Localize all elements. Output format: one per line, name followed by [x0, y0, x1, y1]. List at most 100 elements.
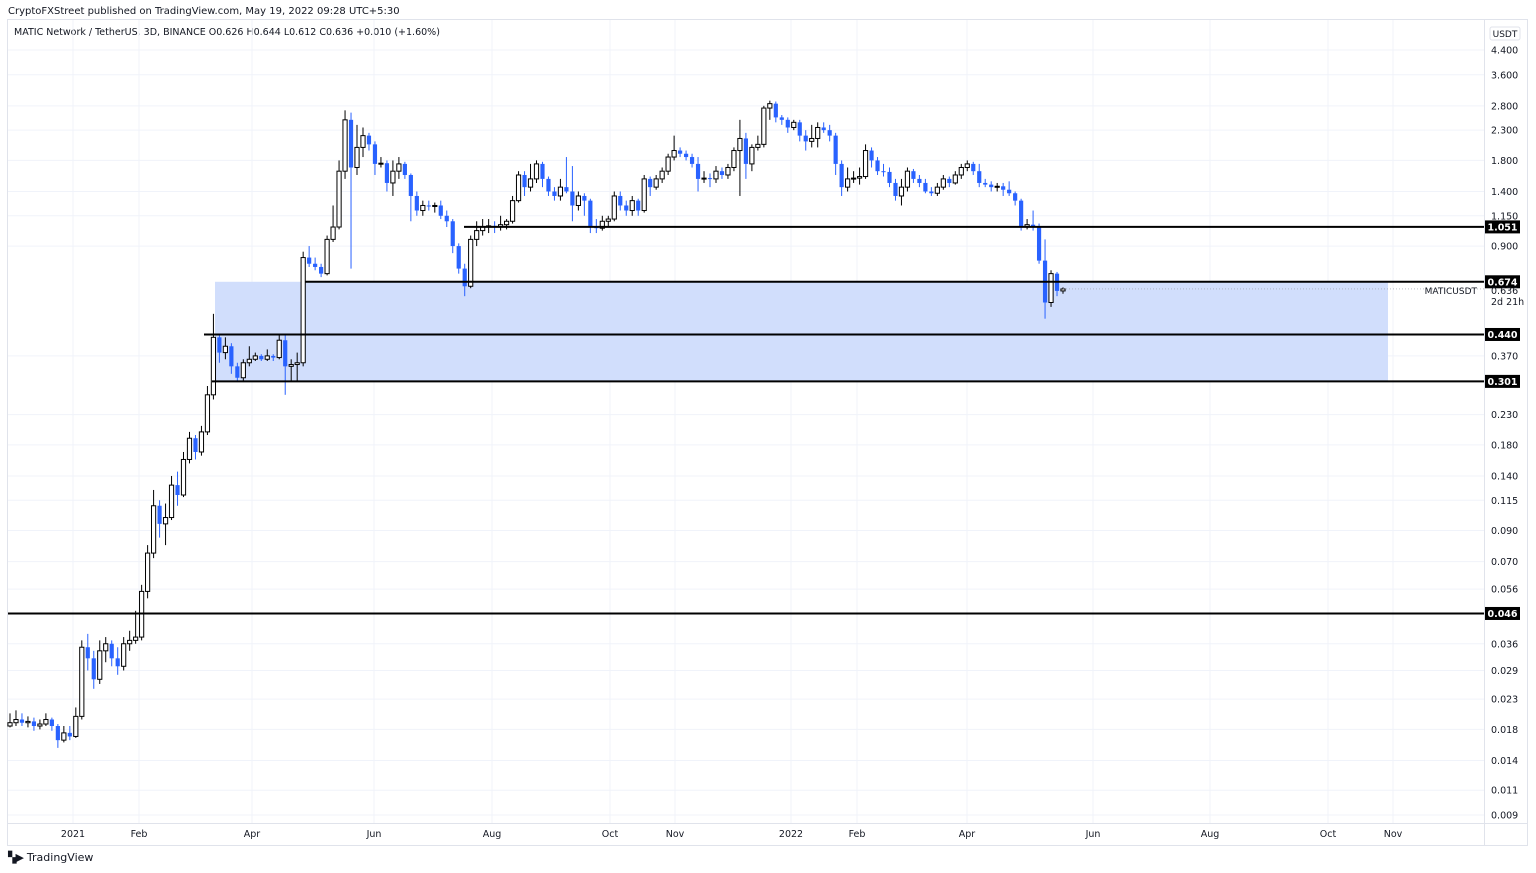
candle-up[interactable] — [611, 195, 617, 220]
candle-up[interactable] — [515, 174, 522, 202]
candle-up[interactable] — [862, 150, 869, 178]
candle-down[interactable] — [564, 187, 569, 192]
candle-up[interactable] — [252, 355, 258, 360]
candle-down[interactable] — [1030, 224, 1036, 228]
candle-down[interactable] — [803, 135, 808, 142]
candle-up[interactable] — [749, 146, 755, 165]
candle-up[interactable] — [653, 178, 659, 188]
candle-down[interactable] — [695, 163, 701, 179]
candle-down[interactable] — [372, 144, 378, 164]
candle-down[interactable] — [833, 135, 838, 164]
candle-up[interactable] — [791, 121, 797, 128]
candle-down[interactable] — [797, 122, 802, 136]
candle-down[interactable] — [91, 658, 96, 680]
candle-down[interactable] — [319, 266, 324, 274]
candle-up[interactable] — [246, 358, 252, 364]
candle-down[interactable] — [217, 337, 222, 353]
candle-down[interactable] — [743, 138, 748, 164]
candle-up[interactable] — [503, 220, 510, 226]
candle-up[interactable] — [73, 715, 79, 737]
candle-down[interactable] — [839, 163, 844, 188]
candle-up[interactable] — [276, 339, 282, 359]
candle-up[interactable] — [809, 137, 815, 142]
candle-down[interactable] — [229, 346, 234, 367]
candle-down[interactable] — [456, 246, 461, 269]
candle-up[interactable] — [659, 170, 665, 180]
candle-up[interactable] — [731, 150, 737, 168]
candle-down[interactable] — [175, 485, 180, 496]
candle-down[interactable] — [983, 182, 988, 185]
currency-badge[interactable] — [1489, 26, 1521, 41]
candle-down[interactable] — [49, 719, 54, 727]
candle-down[interactable] — [313, 263, 318, 267]
candle-up[interactable] — [168, 484, 175, 519]
candle-down[interactable] — [1001, 186, 1006, 190]
candle-up[interactable] — [198, 431, 205, 453]
candle-up[interactable] — [509, 200, 516, 222]
candle-down[interactable] — [271, 355, 276, 358]
candle-up[interactable] — [701, 177, 707, 180]
candle-down[interactable] — [971, 163, 976, 172]
candle-up[interactable] — [180, 458, 187, 496]
candle-down[interactable] — [977, 171, 982, 183]
candle-down[interactable] — [444, 215, 449, 222]
candle-up[interactable] — [288, 364, 294, 367]
candle-down[interactable] — [522, 174, 527, 188]
candle-up[interactable] — [755, 143, 761, 148]
candle-down[interactable] — [875, 160, 880, 172]
candle-down[interactable] — [546, 178, 551, 192]
candle-up[interactable] — [629, 200, 635, 212]
candle-up[interactable] — [43, 719, 49, 725]
candle-up[interactable] — [474, 230, 480, 240]
candle-up[interactable] — [390, 170, 396, 184]
candle-up[interactable] — [851, 177, 857, 180]
candle-down[interactable] — [109, 643, 114, 659]
candle-down[interactable] — [570, 191, 575, 206]
candle-up[interactable] — [761, 107, 767, 145]
candle-up[interactable] — [25, 720, 31, 724]
candle-down[interactable] — [414, 195, 419, 211]
candle-up[interactable] — [856, 176, 863, 179]
candle-up[interactable] — [378, 162, 384, 165]
candle-down[interactable] — [618, 195, 623, 206]
candle-up[interactable] — [222, 345, 228, 354]
candle-down[interactable] — [19, 719, 25, 723]
candle-up[interactable] — [97, 650, 103, 680]
candle-down[interactable] — [707, 178, 713, 180]
candle-down[interactable] — [307, 257, 312, 264]
candle-down[interactable] — [989, 184, 994, 188]
candle-up[interactable] — [186, 437, 193, 460]
candle-up[interactable] — [61, 732, 67, 741]
candle-down[interactable] — [1007, 189, 1012, 194]
candle-up[interactable] — [898, 186, 905, 197]
candle-up[interactable] — [127, 639, 133, 645]
candle-up[interactable] — [940, 178, 946, 188]
candle-up[interactable] — [432, 204, 438, 207]
candle-up[interactable] — [904, 170, 911, 188]
candle-down[interactable] — [648, 178, 653, 188]
candle-up[interactable] — [737, 137, 743, 152]
candle-down[interactable] — [689, 157, 695, 164]
candle-down[interactable] — [67, 732, 72, 737]
candle-up[interactable] — [354, 146, 360, 168]
candle-up[interactable] — [557, 186, 564, 197]
candle-down[interactable] — [917, 178, 922, 183]
candle-down[interactable] — [235, 366, 240, 378]
candle-down[interactable] — [552, 191, 557, 196]
candle-up[interactable] — [103, 643, 109, 652]
candle-up[interactable] — [815, 126, 821, 139]
candle-up[interactable] — [342, 119, 348, 172]
candle-down[interactable] — [929, 191, 934, 194]
candle-up[interactable] — [121, 643, 127, 667]
candle-up[interactable] — [725, 166, 731, 176]
candle-down[interactable] — [85, 647, 90, 659]
candle-up[interactable] — [527, 178, 534, 188]
candle-down[interactable] — [785, 119, 790, 128]
candle-down[interactable] — [779, 117, 784, 120]
candle-down[interactable] — [1036, 227, 1042, 261]
candle-up[interactable] — [934, 186, 940, 194]
candle-down[interactable] — [384, 163, 390, 183]
candle-down[interactable] — [947, 178, 952, 183]
candle-up[interactable] — [7, 722, 13, 727]
